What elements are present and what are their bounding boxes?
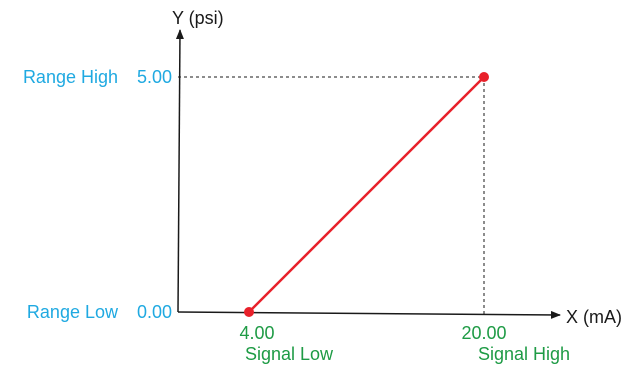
data-point-low [244,307,254,317]
y-tick-label-low: 0.00 [137,302,172,322]
range-low-label: Range Low [27,302,119,322]
series-line [248,76,485,313]
x-tick-label-high: 20.00 [461,323,506,343]
x-axis [177,310,561,319]
range-high-label: Range High [23,67,118,87]
y-tick-label-high: 5.00 [137,67,172,87]
signal-low-label: Signal Low [245,344,334,364]
x-tick-label-low: 4.00 [239,323,274,343]
data-point-high [479,72,489,82]
x-axis-title: X (mA) [566,307,622,327]
y-axis [175,29,184,313]
signal-high-label: Signal High [478,344,570,364]
y-axis-title: Y (psi) [172,8,224,28]
